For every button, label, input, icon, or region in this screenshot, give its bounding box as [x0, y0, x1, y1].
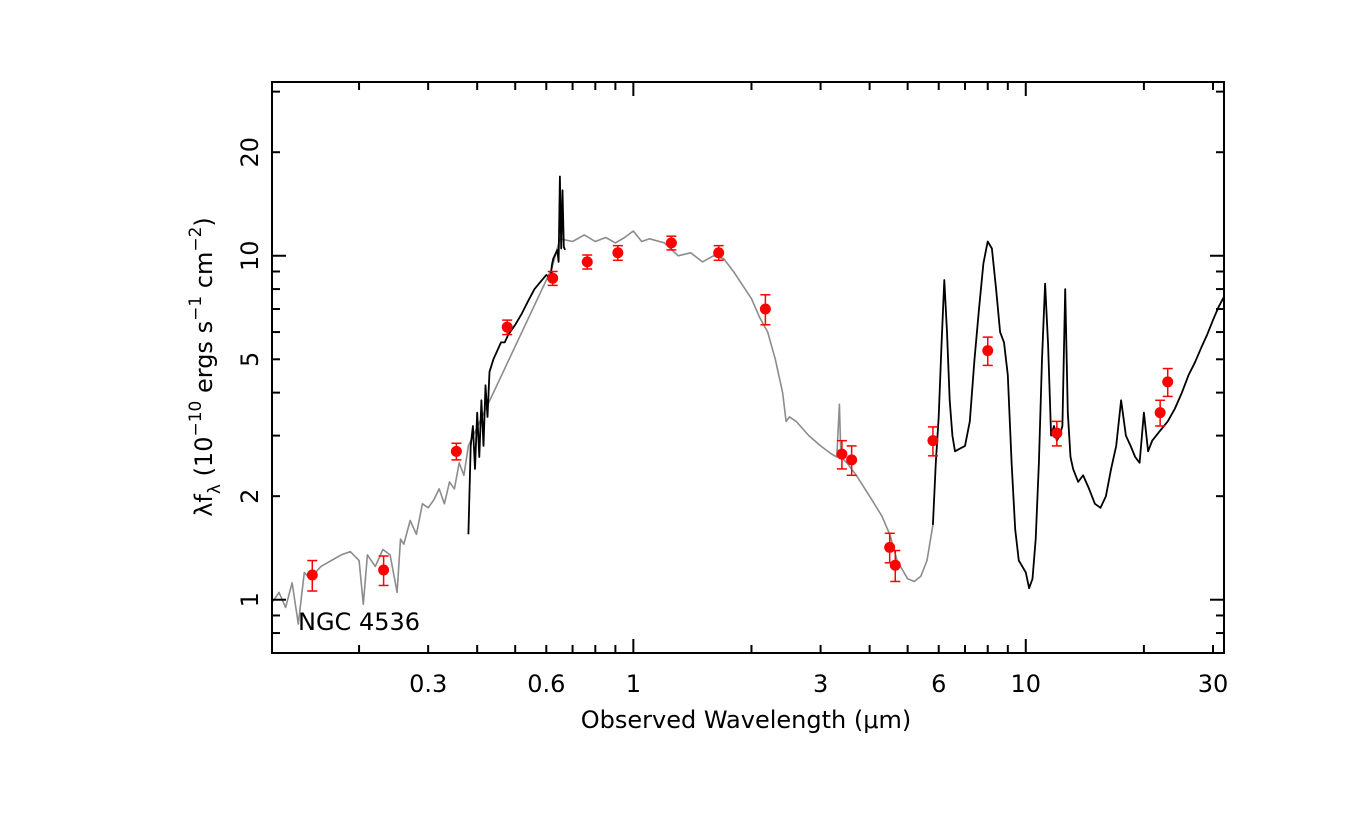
photometry-point-13 — [884, 532, 896, 564]
spectrum-line-3 — [932, 240, 1225, 590]
photometry-point-6 — [581, 254, 593, 270]
y-tick-label: 20 — [236, 137, 264, 168]
y-axis-title: λfλ (10−10 ergs s−1 cm−2) — [186, 217, 225, 517]
photometry-marker — [927, 435, 939, 447]
photometry-marker — [889, 559, 901, 571]
y-tick-label: 1 — [236, 592, 264, 607]
photometry-marker — [713, 247, 725, 259]
photometry-point-9 — [713, 244, 725, 262]
galaxy-name-label: NGC 4536 — [298, 608, 420, 636]
x-tick-label: 6 — [931, 670, 946, 698]
photometry-marker — [982, 345, 994, 357]
photometry-point-10 — [759, 294, 771, 326]
y-title-exp3: −2 — [186, 227, 206, 252]
spectrum-line-2 — [467, 175, 566, 535]
x-tick-label: 3 — [813, 670, 828, 698]
y-title-exp1: −10 — [186, 401, 206, 437]
photometry-point-17 — [1051, 420, 1063, 447]
photometry-marker — [581, 256, 593, 268]
photometry-marker — [378, 564, 390, 576]
photometry-marker — [759, 303, 771, 315]
photometry-point-7 — [612, 244, 624, 262]
photometry-marker — [450, 445, 462, 457]
photometry-point-12 — [846, 445, 858, 477]
x-tick-label: 10 — [1010, 670, 1041, 698]
photometry-point-3 — [450, 442, 462, 461]
y-title-open: (10 — [190, 437, 218, 485]
photometry-marker — [665, 237, 677, 249]
x-tick-label: 1 — [626, 670, 641, 698]
photometry-point-8 — [665, 235, 677, 251]
photometry-point-1 — [306, 559, 318, 592]
photometry-marker — [612, 247, 624, 259]
spectra-layer — [271, 175, 1225, 625]
photometry-point-11 — [836, 439, 848, 470]
x-tick-label: 0.6 — [527, 670, 565, 698]
x-tick-label: 0.3 — [409, 670, 447, 698]
photometry-marker — [547, 272, 559, 284]
plot-frame — [271, 81, 1225, 654]
photometry-marker — [306, 569, 318, 581]
y-title-main: λf — [190, 494, 218, 517]
photometry-marker — [836, 448, 848, 460]
x-tick-label: 30 — [1198, 670, 1229, 698]
photometry-point-18 — [1154, 399, 1166, 427]
photometry-point-15 — [927, 426, 939, 457]
y-title-exp2: −1 — [186, 296, 206, 321]
photometry-point-4 — [501, 319, 513, 336]
photometry-point-2 — [378, 555, 390, 587]
photometry-layer — [306, 235, 1174, 592]
photometry-point-16 — [982, 336, 994, 367]
x-axis-title: Observed Wavelength (μm) — [581, 706, 911, 734]
photometry-marker — [846, 454, 858, 466]
photometry-point-14 — [889, 549, 901, 583]
y-tick-label: 2 — [236, 489, 264, 504]
y-tick-label: 10 — [236, 240, 264, 271]
photometry-point-19 — [1162, 367, 1174, 398]
photometry-marker — [1051, 427, 1063, 439]
photometry-point-5 — [547, 270, 559, 287]
photometry-marker — [501, 321, 513, 333]
y-title-close: ) — [190, 217, 218, 226]
y-title-sub: λ — [205, 484, 225, 494]
photometry-marker — [1162, 376, 1174, 388]
y-title-mid: ergs s — [190, 321, 218, 401]
y-tick-label: 5 — [236, 352, 264, 367]
ticks-layer: 0.3 0.6 1 3 6 10 30 1 2 5 10 20 — [236, 82, 1228, 698]
spectrum-line-1 — [271, 230, 934, 625]
photometry-marker — [1154, 407, 1166, 419]
y-title-mid2: cm — [190, 252, 218, 296]
